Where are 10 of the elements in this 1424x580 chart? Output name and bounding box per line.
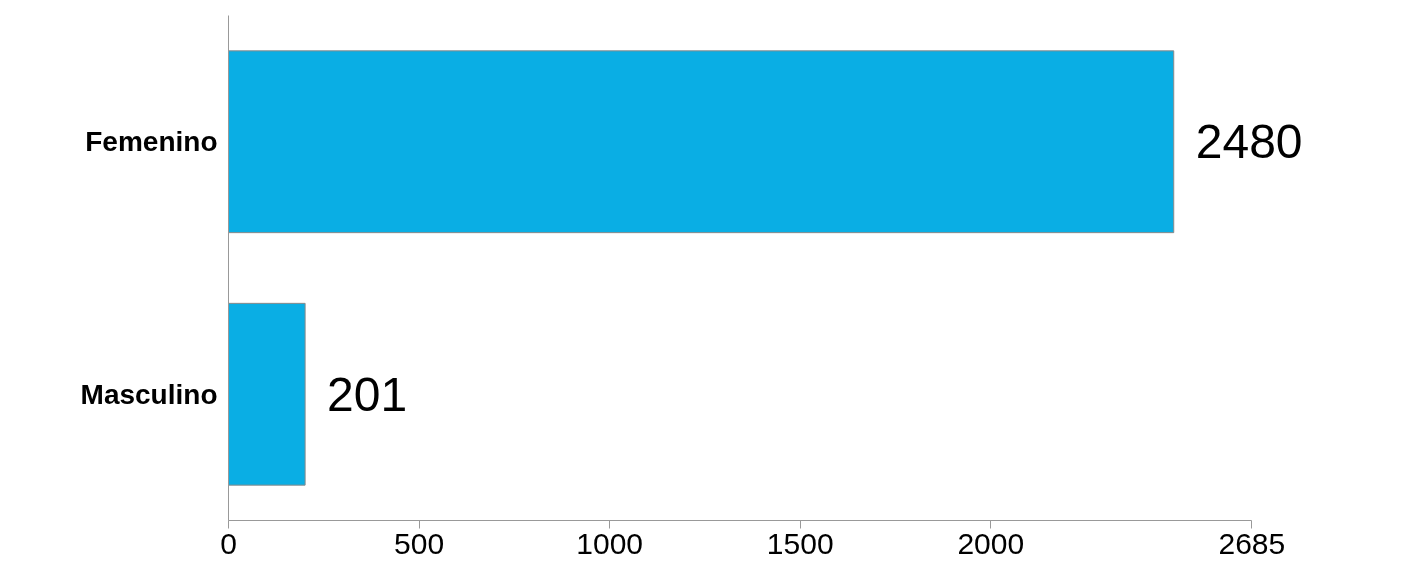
y-tick-label: Masculino bbox=[80, 378, 218, 410]
data-label: 2480 bbox=[1195, 115, 1303, 169]
x-tick-label: 2685 bbox=[1218, 526, 1286, 560]
x-tick-label: 0 bbox=[220, 526, 237, 560]
x-tick-label: 2000 bbox=[957, 526, 1025, 560]
data-label: 201 bbox=[327, 367, 408, 421]
y-tick-label: Femenino bbox=[85, 126, 218, 158]
x-tick-label: 500 bbox=[394, 526, 445, 560]
x-tick-label: 1000 bbox=[576, 526, 644, 560]
x-tick-label: 1500 bbox=[766, 526, 834, 560]
